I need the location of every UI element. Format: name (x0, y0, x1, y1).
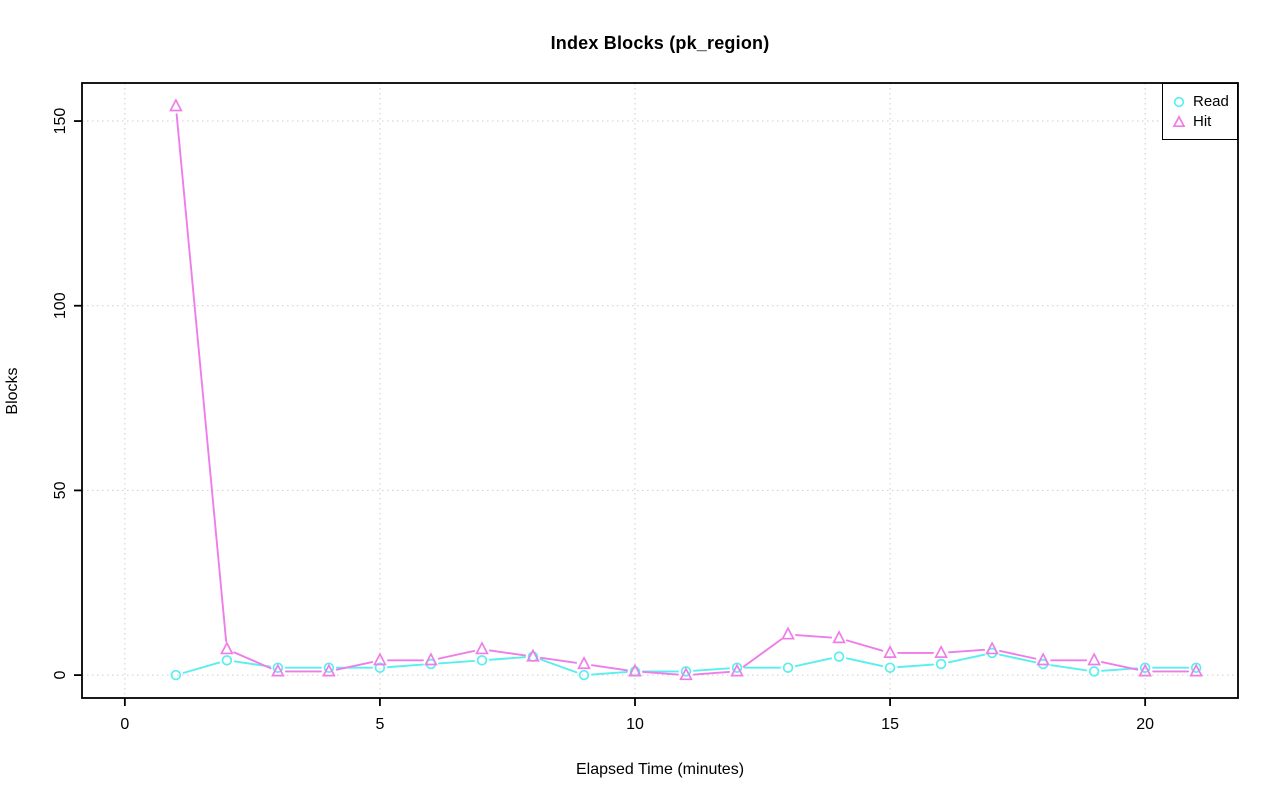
marker-hit (322, 663, 336, 677)
marker-hit (679, 667, 693, 681)
marker-read (782, 662, 794, 673)
marker-hit (373, 652, 387, 666)
marker-read (221, 655, 233, 666)
marker-hit (730, 663, 744, 677)
legend-item-read: Read (1172, 93, 1237, 110)
marker-hit (577, 655, 591, 670)
series-line-hit (539, 656, 578, 664)
marker-hit (271, 663, 285, 677)
marker-hit (169, 98, 183, 112)
series-line-read (845, 657, 884, 667)
marker-read (374, 662, 386, 673)
series-line-hit (948, 648, 986, 654)
marker-hit (985, 641, 999, 655)
marker-read (272, 662, 284, 673)
series-line-read (794, 657, 833, 667)
marker-hit (1036, 652, 1050, 666)
marker-hit (526, 648, 540, 662)
series-line-hit (642, 671, 679, 676)
y-tick-label: 0 (52, 671, 69, 680)
series-line-read (693, 667, 731, 672)
marker-read (1088, 666, 1100, 677)
series-line-hit (175, 113, 228, 643)
marker-read (884, 662, 896, 673)
marker-hit (832, 630, 846, 644)
series-line-read (182, 661, 221, 674)
marker-hit (628, 663, 642, 677)
marker-hit (220, 641, 234, 655)
marker-hit (1189, 663, 1203, 677)
marker-hit (424, 652, 438, 666)
series-line-hit (1101, 661, 1139, 671)
x-tick-label: 0 (120, 716, 129, 733)
marker-read (1190, 662, 1202, 673)
marker-read (578, 669, 590, 681)
triangle-icon (1172, 114, 1186, 127)
legend-label-hit: Hit (1193, 113, 1212, 130)
series-line-read (488, 656, 526, 661)
series-line-hit (795, 634, 833, 639)
series-line-hit (693, 671, 731, 676)
y-tick-label: 100 (52, 292, 69, 319)
chart-title: Index Blocks (pk_region) (550, 33, 770, 53)
marker-read (170, 669, 182, 681)
marker-read (731, 662, 743, 673)
y-tick-label: 50 (52, 481, 69, 499)
marker-hit (1138, 663, 1152, 677)
x-tick-label: 15 (881, 716, 899, 733)
x-tick-label: 10 (626, 716, 644, 733)
legend-label-read: Read (1193, 93, 1229, 110)
marker-hit (883, 644, 897, 658)
circle-icon (1173, 96, 1185, 107)
series-line-hit (233, 651, 272, 670)
series-line-hit (488, 649, 527, 657)
legend-item-hit: Hit (1172, 113, 1237, 130)
marker-read (1139, 662, 1151, 673)
legend: Read Hit (1162, 83, 1238, 140)
series-line-read (998, 653, 1037, 664)
x-tick-label: 5 (375, 716, 384, 733)
marker-hit (475, 641, 489, 655)
marker-read (476, 655, 488, 666)
series-line-read (437, 659, 475, 665)
series-line-read (591, 671, 628, 676)
series-line-hit (437, 649, 476, 660)
marker-hit (1087, 652, 1101, 666)
marker-read (323, 662, 335, 673)
x-axis-label: Elapsed Time (minutes) (575, 761, 745, 778)
plot-frame (81, 82, 1239, 699)
marker-read (935, 658, 947, 670)
series-line-hit (590, 664, 629, 672)
marker-read (833, 651, 845, 662)
series-line-read (947, 653, 986, 664)
series-line-hit (335, 661, 374, 671)
series-line-read (1050, 664, 1088, 672)
marker-read (680, 666, 692, 677)
series-line-hit (742, 638, 783, 668)
series-line-read (539, 658, 578, 674)
series-line-hit (998, 649, 1037, 660)
series-line-read (386, 663, 424, 669)
series-line-hit (845, 639, 884, 652)
y-tick-label: 150 (52, 108, 69, 135)
marker-hit (934, 644, 948, 658)
series-line-read (897, 663, 935, 669)
marker-hit (781, 626, 795, 640)
x-tick-label: 20 (1136, 716, 1154, 733)
